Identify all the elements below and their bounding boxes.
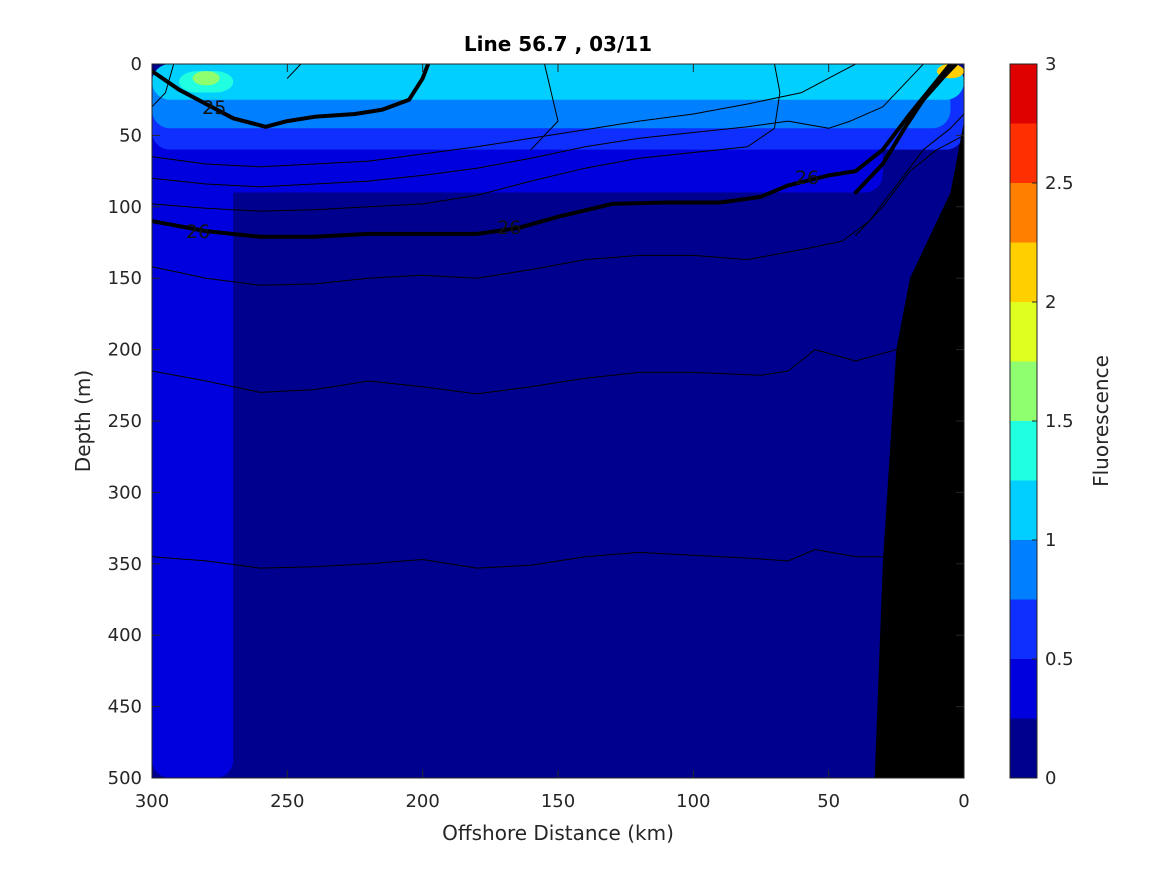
contour-line-5 xyxy=(152,64,781,212)
contour-line-12 xyxy=(530,64,559,151)
colorbar-swatch xyxy=(1010,242,1037,302)
y-axis-title: Depth (m) xyxy=(71,370,95,472)
colorbar-tick-label: 1 xyxy=(1045,530,1056,551)
x-axis-title: Offshore Distance (km) xyxy=(442,821,674,845)
y-tick-label: 350 xyxy=(108,554,142,575)
contour-line-0 xyxy=(152,64,431,129)
colorbar-swatch xyxy=(1010,183,1037,243)
colorbar-swatch xyxy=(1010,718,1037,778)
contour-label: 26 xyxy=(186,221,210,243)
x-tick-label: 0 xyxy=(958,791,969,812)
colorbar-swatch xyxy=(1010,480,1037,540)
plot-area xyxy=(152,64,964,778)
colorbar: 0 0.5 1 1.5 2 2.5 3 xyxy=(1009,54,1074,789)
bathymetry-mask xyxy=(874,121,964,778)
y-tick-label: 150 xyxy=(108,268,142,289)
colorbar-swatch xyxy=(1010,123,1037,183)
y-tick-label: 450 xyxy=(108,697,142,718)
colorbar-swatch xyxy=(1010,421,1037,481)
y-tick-label: 50 xyxy=(119,125,142,146)
colorbar-swatch xyxy=(1010,540,1037,600)
colorbar-swatch xyxy=(1010,64,1037,124)
colorbar-tick-label: 2.5 xyxy=(1045,173,1074,194)
fluorescence-region-0 xyxy=(152,64,234,778)
y-tick-label: 500 xyxy=(108,768,142,789)
x-tick-label: 300 xyxy=(135,791,169,812)
contour-line-2 xyxy=(152,64,953,239)
contour-label: 26 xyxy=(497,217,521,239)
colorbar-tick-label: 0.5 xyxy=(1045,649,1074,670)
contour-labels: 25 26 26 26 xyxy=(186,97,819,243)
contour-line-1 xyxy=(853,64,958,195)
colorbar-title: Fluorescence xyxy=(1089,355,1113,487)
y-tick-label: 200 xyxy=(108,340,142,361)
colorbar-swatch xyxy=(1010,302,1037,362)
colorbar-swatch xyxy=(1010,599,1037,659)
x-tick-label: 100 xyxy=(676,791,710,812)
colorbar-tick-label: 2 xyxy=(1045,292,1056,313)
y-tick-label: 100 xyxy=(108,197,142,218)
fluorescence-region-6 xyxy=(192,71,220,86)
colorbar-tick-label: 1.5 xyxy=(1045,411,1074,432)
chart-title: Line 56.7 , 03/11 xyxy=(464,32,652,56)
contour-line-3 xyxy=(152,64,857,168)
contour-line-9 xyxy=(855,134,964,236)
x-tick-label: 250 xyxy=(270,791,304,812)
y-tick-label: 400 xyxy=(108,625,142,646)
contour-line-7 xyxy=(152,349,897,395)
x-tick-label: 50 xyxy=(817,791,840,812)
contour-label: 25 xyxy=(202,97,226,119)
x-tick-label: 150 xyxy=(541,791,575,812)
y-axis: 0 50 100 150 200 250 300 350 400 450 500 xyxy=(108,54,964,789)
contour-label: 26 xyxy=(795,167,819,189)
colorbar-swatch xyxy=(1010,659,1037,719)
colorbar-swatch xyxy=(1010,361,1037,421)
contour-line-6 xyxy=(152,113,964,286)
y-tick-label: 250 xyxy=(108,411,142,432)
colorbar-tick-label: 0 xyxy=(1045,768,1056,789)
contour-line-8 xyxy=(152,549,884,569)
y-tick-label: 300 xyxy=(108,482,142,503)
x-axis: 300 250 200 150 100 50 0 xyxy=(135,64,970,812)
fluorescence-region-4 xyxy=(152,64,964,100)
fluorescence-regions xyxy=(152,64,964,778)
contour-lines xyxy=(152,64,964,569)
contour-line-4 xyxy=(152,64,924,188)
y-tick-label: 0 xyxy=(131,54,142,75)
contour-line-10 xyxy=(152,64,175,108)
x-tick-label: 200 xyxy=(405,791,439,812)
contour-line-11 xyxy=(286,64,302,79)
colorbar-tick-label: 3 xyxy=(1045,54,1056,75)
